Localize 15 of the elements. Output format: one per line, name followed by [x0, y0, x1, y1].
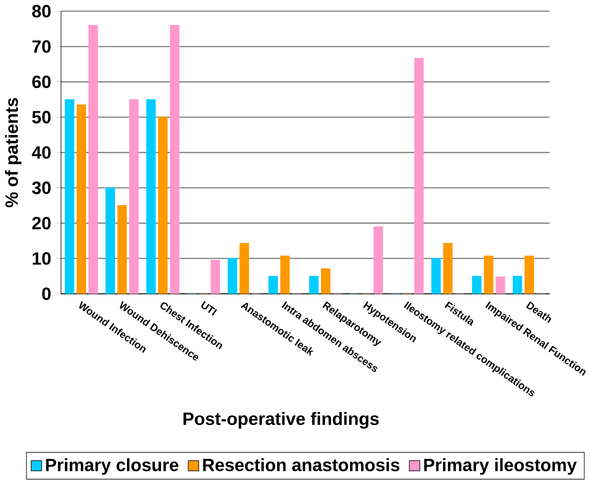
y-tick-label: 70: [32, 40, 51, 54]
x-tick-label: UTI: [201, 301, 218, 316]
y-tick-label: 40: [32, 146, 51, 160]
y-tick-label: 50: [32, 111, 51, 124]
y-axis-title: % of patients: [4, 98, 22, 208]
x-axis-title: Post-operative findings: [184, 412, 379, 429]
y-tick-label: 20: [32, 217, 51, 230]
legend-label: Primary ileostomy: [424, 458, 577, 476]
y-tick-label: 60: [32, 76, 51, 88]
y-tick-label: 0: [42, 288, 51, 300]
y-tick-label: 30: [32, 182, 51, 194]
legend-label: Primary closure: [46, 458, 178, 476]
y-tick-label: 10: [32, 252, 51, 265]
y-tick-label: 80: [32, 5, 51, 18]
legend-label: Resection anastomosis: [203, 458, 400, 472]
